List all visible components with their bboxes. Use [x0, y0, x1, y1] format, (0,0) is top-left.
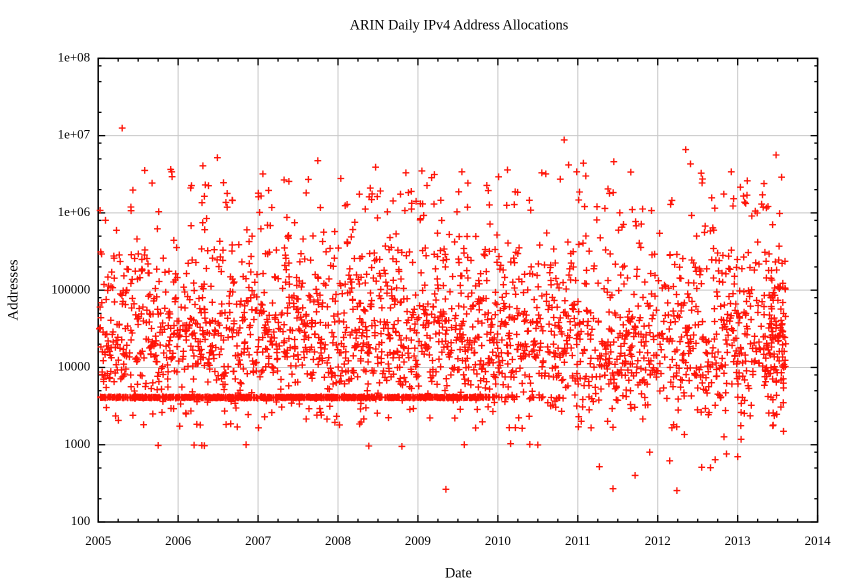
svg-text:Addresses: Addresses — [6, 259, 22, 320]
svg-text:2010: 2010 — [485, 533, 511, 548]
svg-text:2007: 2007 — [245, 533, 272, 548]
svg-text:100000: 100000 — [51, 281, 90, 296]
svg-text:1e+06: 1e+06 — [58, 204, 91, 219]
svg-text:1e+08: 1e+08 — [58, 49, 91, 64]
svg-text:2014: 2014 — [805, 533, 832, 548]
svg-text:2009: 2009 — [405, 533, 431, 548]
svg-text:ARIN Daily IPv4 Address Alloca: ARIN Daily IPv4 Address Allocations — [350, 18, 569, 34]
svg-text:2005: 2005 — [85, 533, 111, 548]
svg-text:1e+07: 1e+07 — [58, 127, 91, 142]
svg-text:2012: 2012 — [645, 533, 671, 548]
svg-text:Date: Date — [445, 566, 472, 582]
svg-text:2013: 2013 — [725, 533, 751, 548]
svg-text:100: 100 — [71, 513, 91, 528]
svg-text:2011: 2011 — [565, 533, 591, 548]
svg-text:2006: 2006 — [165, 533, 192, 548]
svg-text:10000: 10000 — [58, 359, 91, 374]
svg-text:1000: 1000 — [64, 436, 90, 451]
svg-text:2008: 2008 — [325, 533, 351, 548]
